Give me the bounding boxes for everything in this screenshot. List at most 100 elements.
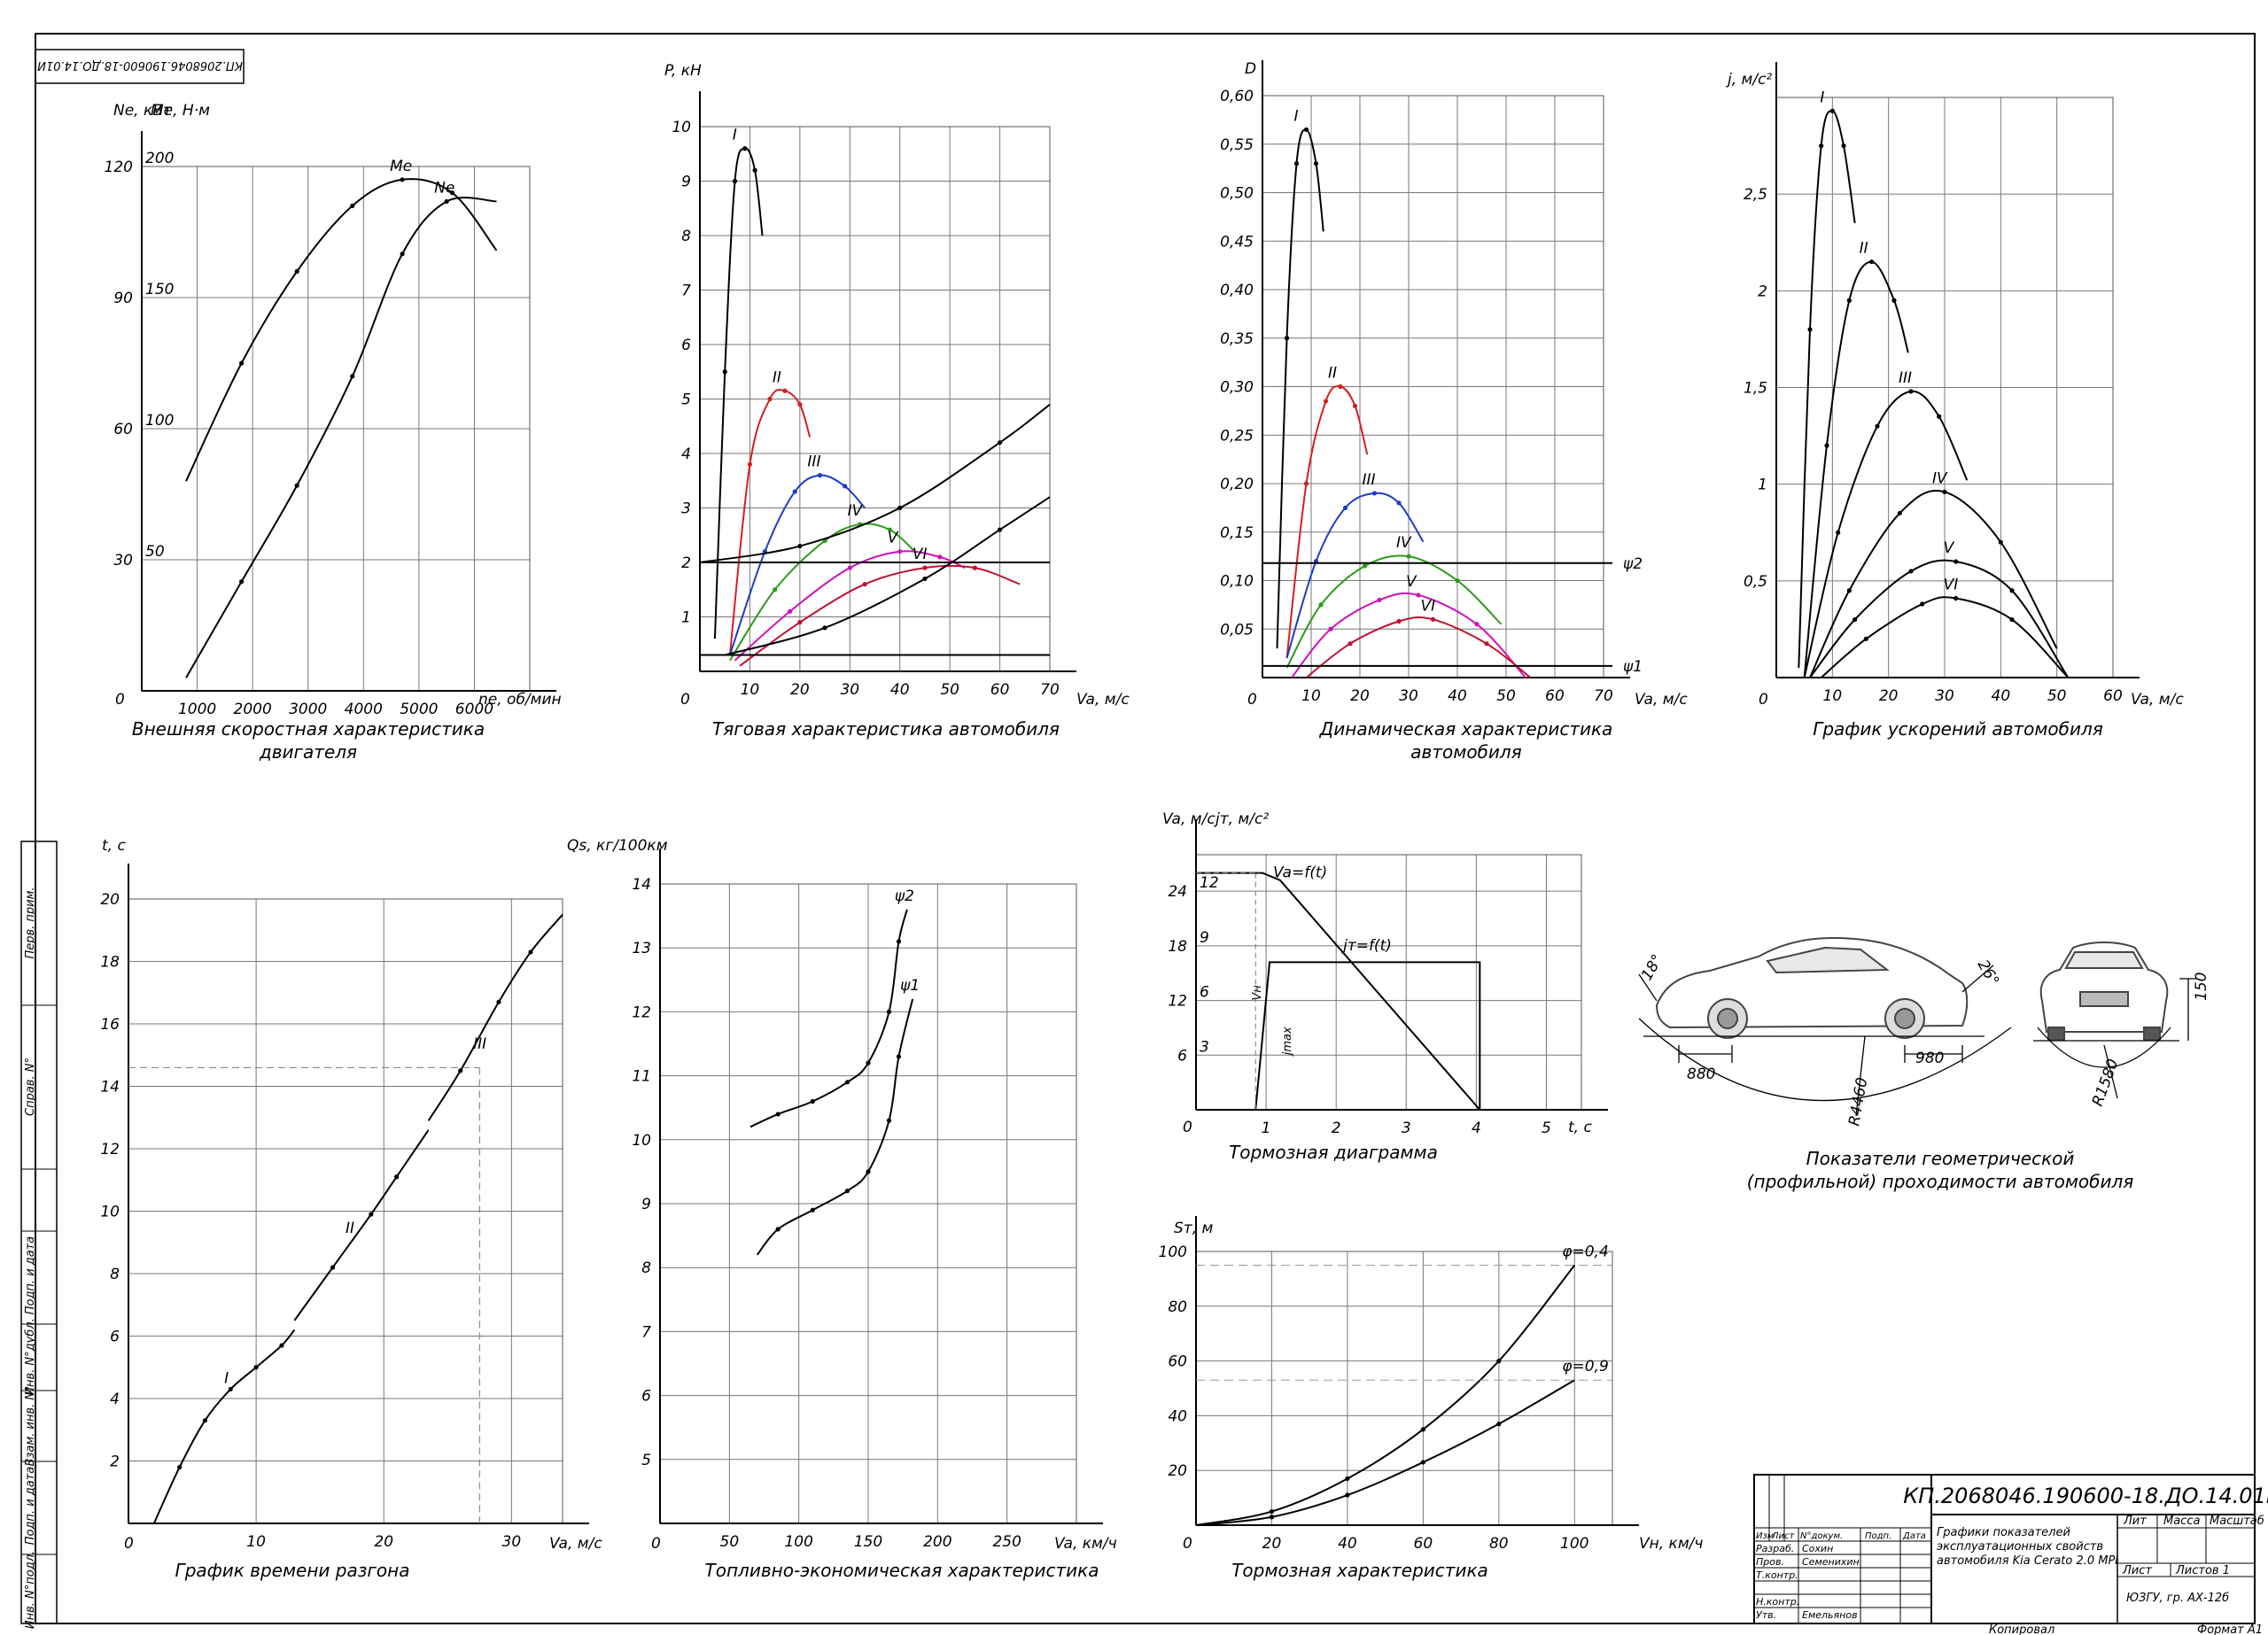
series-label: ψ2 bbox=[895, 887, 914, 905]
tb-head-date: Дата bbox=[1902, 1531, 1926, 1541]
data-point bbox=[294, 483, 299, 488]
geometry-caption-1: Показатели геометрической bbox=[1806, 1148, 2075, 1169]
series-label: Nе bbox=[434, 179, 454, 197]
data-point bbox=[997, 440, 1003, 446]
chart-engine: 1000 2000 3000 4000 5000 60003060901205010015… bbox=[105, 102, 562, 763]
data-point bbox=[1455, 577, 1460, 584]
series-label: VI bbox=[1421, 597, 1436, 615]
x-tick-label: 4000 bbox=[345, 701, 383, 718]
y-tick-label: 11 bbox=[632, 1068, 651, 1086]
data-point bbox=[1846, 298, 1852, 303]
y-tick-label: 0,20 bbox=[1220, 476, 1254, 493]
x-tick-label: 30 bbox=[1935, 687, 1954, 705]
y-tick-label: 2 bbox=[110, 1453, 120, 1471]
x-tick-label: 5 bbox=[1542, 1120, 1551, 1137]
series-label: II bbox=[773, 368, 781, 386]
time-origin: 0 bbox=[124, 1535, 134, 1553]
car-side-view bbox=[1655, 937, 1969, 1039]
data-point bbox=[937, 554, 943, 560]
time-ylabel: t, с bbox=[102, 837, 126, 855]
x-tick-label: 5000 bbox=[400, 701, 438, 718]
traction-origin: 0 bbox=[680, 691, 690, 709]
y-tick-label: 20 bbox=[100, 891, 120, 909]
x-tick-label: 50 bbox=[1496, 687, 1516, 705]
tb-lit: Лит bbox=[2123, 1515, 2147, 1528]
y-tick-label: 12 bbox=[1168, 993, 1187, 1011]
x-tick-label: 50 bbox=[2047, 687, 2067, 705]
data-point bbox=[742, 146, 748, 151]
x-tick-label: 2000 bbox=[234, 701, 272, 718]
fuel-xlabel: Va, км/ч bbox=[1054, 1535, 1117, 1553]
y-tick-label: 60 bbox=[113, 421, 133, 438]
y-tick-label: 0,25 bbox=[1220, 427, 1254, 445]
x-tick-label: 10 bbox=[1301, 687, 1321, 705]
data-point bbox=[350, 203, 355, 208]
geometry-caption-2: (профильной) проходимости автомобиля bbox=[1747, 1171, 2134, 1192]
series-line bbox=[293, 1129, 430, 1321]
data-point bbox=[1891, 298, 1897, 303]
data-point bbox=[1908, 389, 1914, 394]
y2-tick-label: 100 bbox=[145, 412, 174, 430]
data-point bbox=[1328, 626, 1333, 632]
tb-head-izm: Изм bbox=[1756, 1531, 1775, 1541]
data-point bbox=[2009, 616, 2015, 623]
series-line bbox=[756, 998, 914, 1256]
data-point bbox=[369, 1212, 374, 1217]
x-tick-label: 20 bbox=[1262, 1535, 1282, 1553]
y-tick-label: 120 bbox=[105, 159, 133, 176]
data-point bbox=[997, 527, 1003, 532]
chart-brake-path: 20 40 60 80 100 20 40 60 80 100 φ=0,4 φ=0,9 Sт, м V… bbox=[1159, 1216, 1703, 1581]
series-label: III bbox=[1363, 471, 1376, 489]
tb-mass: Масса bbox=[2163, 1515, 2200, 1528]
reference-label: ψ1 bbox=[1623, 658, 1643, 676]
data-point bbox=[400, 252, 405, 257]
y-tick-label: 0,05 bbox=[1220, 621, 1254, 639]
data-point bbox=[1841, 143, 1846, 149]
data-point bbox=[922, 565, 928, 570]
y-tick-label: 8 bbox=[641, 1259, 651, 1277]
data-point bbox=[862, 582, 867, 587]
y-tick-label: 6 bbox=[681, 337, 691, 354]
data-point bbox=[1937, 414, 1942, 419]
data-point bbox=[1377, 597, 1382, 603]
y-tick-label: 1 bbox=[681, 609, 691, 627]
tb-name-5: Емельянов bbox=[1802, 1609, 1858, 1621]
plot-area bbox=[1195, 854, 1582, 1111]
data-point bbox=[496, 999, 501, 1004]
y-tick-label: 10 bbox=[632, 1132, 651, 1150]
x-tick-label: 30 bbox=[1399, 687, 1418, 705]
sheet-frame bbox=[35, 33, 2256, 1624]
title-block-text: КП.2068046.190600-18.ДО.14.01И Графики п… bbox=[1756, 1484, 2268, 1635]
y-tick-label: 18 bbox=[100, 954, 120, 972]
data-point bbox=[747, 461, 753, 467]
x-tick-label: 6000 bbox=[455, 701, 493, 718]
series-line bbox=[728, 389, 812, 655]
side-stamp-4: Инв. N°дубл. bbox=[24, 1318, 37, 1396]
y-tick-label: 80 bbox=[1168, 1298, 1187, 1316]
data-point bbox=[1338, 384, 1343, 390]
y-tick-label: 6 bbox=[1177, 1047, 1187, 1065]
data-point bbox=[1420, 1460, 1425, 1465]
x-tick-label: 2 bbox=[1332, 1120, 1341, 1137]
data-point bbox=[886, 1118, 892, 1123]
x-tick-label: 100 bbox=[784, 1533, 812, 1551]
dim-rear: 980 bbox=[1915, 1050, 1944, 1067]
data-point bbox=[1869, 259, 1875, 265]
data-point bbox=[1953, 559, 1959, 564]
dynamic-xlabel: Va, м/с bbox=[1635, 691, 1688, 709]
y-tick-label: 10 bbox=[672, 119, 691, 136]
x-tick-label: 60 bbox=[1414, 1535, 1433, 1553]
tb-title-3: автомобиля Kia Cerato 2.0 MPI bbox=[1937, 1554, 2118, 1568]
data-point bbox=[1496, 1359, 1502, 1364]
traction-title: Тяговая характеристика автомобиля bbox=[712, 718, 1060, 740]
y-tick-label: 16 bbox=[100, 1016, 120, 1034]
side-stamp-5: Взам. инв. N° bbox=[24, 1386, 37, 1467]
y-tick-label: 20 bbox=[1168, 1462, 1187, 1480]
data-point bbox=[1875, 423, 1880, 429]
data-point bbox=[775, 1227, 781, 1232]
series-line bbox=[1809, 559, 2070, 678]
y-tick-label: 7 bbox=[681, 283, 691, 300]
tb-head-sign: Подп. bbox=[1865, 1531, 1891, 1541]
data-point bbox=[1908, 569, 1914, 574]
